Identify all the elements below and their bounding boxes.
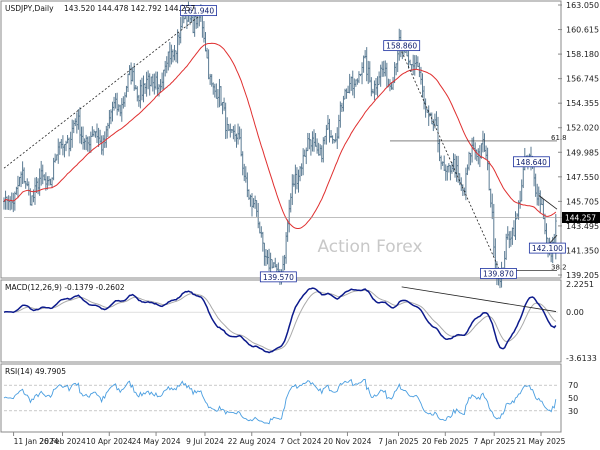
- macd-main-line: [3, 287, 557, 354]
- price-tick-label: 154.355: [566, 99, 599, 108]
- time-tick-label: 10 Apr 2024: [86, 437, 133, 446]
- rsi-line: [3, 378, 557, 425]
- price-annotation-box: [180, 5, 217, 17]
- ohlc-values: 143.520 144.478 142.792 144.257: [64, 4, 195, 13]
- price-tick-label: 158.180: [566, 50, 599, 59]
- time-tick-label: 22 Aug 2024: [228, 437, 276, 446]
- rsi-plot: [3, 378, 558, 425]
- macd-panel-frame: [0, 279, 562, 363]
- time-tick-label: 26 Feb 2024: [39, 437, 86, 446]
- rsi-title: RSI(14) 49.7905: [5, 367, 66, 376]
- price-annotation-label: 161.940: [183, 7, 214, 16]
- fib-level-label: 38.2: [551, 264, 567, 272]
- price-tick-label: 163.050: [566, 1, 599, 10]
- time-tick-label: 24 May 2024: [132, 437, 181, 446]
- price-tick-label: 141.350: [566, 246, 599, 255]
- macd-axis: 2.2251 0.00 -3.6133: [566, 280, 597, 363]
- rsi-panel-frame: [0, 363, 562, 433]
- time-tick-label: 7 Jan 2025: [378, 437, 418, 446]
- rsi-axis: 70 50 30: [568, 381, 578, 416]
- price-annotation-box: [528, 242, 566, 254]
- price-annotation-box: [383, 40, 421, 52]
- price-annotation-box: [480, 268, 517, 279]
- time-tick-label: 11 Jan 2024: [14, 437, 59, 446]
- rsi-tick-label: 30: [568, 407, 578, 416]
- svg-text:144.257: 144.257: [565, 214, 596, 223]
- macd-tick-label: 2.2251: [566, 280, 594, 289]
- time-tick-label: 20 Feb 2025: [422, 437, 469, 446]
- price-annotation-box: [259, 271, 297, 283]
- macd-trendline: [401, 286, 557, 312]
- price-tick-label: 145.705: [566, 197, 599, 206]
- time-tick-label: 7 Oct 2024: [280, 437, 322, 446]
- macd-plot: [3, 286, 558, 354]
- price-annotation-label: 139.570: [263, 273, 294, 282]
- time-tick-label: 20 Nov 2024: [323, 437, 371, 446]
- price-tick-label: 147.550: [566, 173, 599, 182]
- rsi-tick-label: 50: [568, 394, 578, 403]
- fib-level-label: 61.8: [551, 134, 567, 142]
- macd-tick-label: -3.6133: [566, 354, 597, 363]
- price-tick-label: 149.985: [566, 148, 599, 157]
- macd-tick-label: 0.00: [566, 308, 584, 317]
- price-annotation-label: 158.860: [386, 42, 417, 51]
- price-tick-label: 139.205: [566, 271, 599, 280]
- symbol-label: USDJPY,Daily: [5, 4, 54, 13]
- price-plot: 61.8 38.2 161.940 139.570 158.860 139.870 148.…: [3, 1, 567, 289]
- price-tick-label: 143.495: [566, 222, 599, 231]
- watermark: Action Forex: [317, 237, 422, 257]
- price-annotation-label: 142.100: [532, 244, 563, 253]
- time-tick-label: 21 May 2025: [517, 437, 566, 446]
- price-annotation-label: 148.640: [516, 158, 547, 167]
- rsi-tick-label: 70: [568, 381, 578, 390]
- trendline-dashed: [3, 16, 199, 169]
- price-annotation-label: 139.870: [483, 269, 514, 278]
- price-tick-label: 152.020: [566, 124, 599, 133]
- time-tick-label: 9 Jul 2024: [186, 437, 224, 446]
- price-tick-label: 160.615: [566, 26, 599, 35]
- price-annotation-box: [513, 156, 550, 168]
- macd-title: MACD(12,26,9) -0.1379 -0.2602: [5, 283, 125, 292]
- moving-average-line: [3, 42, 557, 229]
- price-axis: 163.050 160.615 158.180 156.745 154.355 152.0…: [558, 1, 599, 280]
- price-tick-label: 156.745: [566, 75, 599, 84]
- time-tick-label: 7 Apr 2025: [473, 437, 515, 446]
- trendline-dashed: [401, 51, 499, 268]
- current-price-tag: 144.257: [562, 212, 600, 223]
